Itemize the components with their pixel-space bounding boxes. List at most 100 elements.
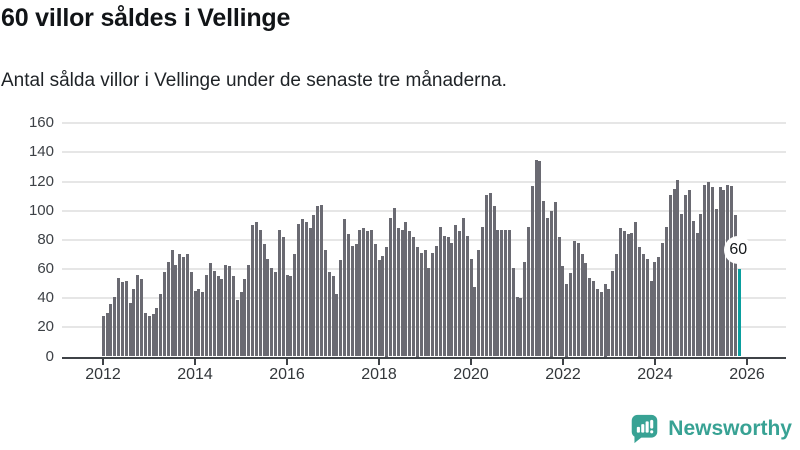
bar xyxy=(205,274,209,357)
bar xyxy=(511,267,515,357)
bar xyxy=(381,255,385,357)
bar xyxy=(668,194,672,357)
bar xyxy=(228,266,232,357)
x-axis-tick-label: 2024 xyxy=(637,366,673,383)
bar xyxy=(105,312,109,357)
bar xyxy=(369,229,373,357)
bar xyxy=(580,254,584,357)
y-gridline xyxy=(62,180,786,183)
bar xyxy=(312,215,316,357)
bar xyxy=(189,271,193,357)
bar xyxy=(672,188,676,357)
bar xyxy=(159,293,163,357)
bar xyxy=(618,228,622,357)
bar xyxy=(500,229,504,357)
y-axis-tick-label: 160 xyxy=(28,114,54,132)
bar xyxy=(492,206,496,357)
bar xyxy=(212,270,216,357)
bar xyxy=(465,235,469,357)
bar xyxy=(308,228,312,357)
bar xyxy=(549,210,553,357)
y-gridline xyxy=(62,151,786,154)
bar xyxy=(473,286,477,357)
bar xyxy=(182,257,186,357)
bar xyxy=(431,253,435,357)
bar xyxy=(285,274,289,357)
bar xyxy=(423,250,427,357)
bar xyxy=(703,184,707,357)
x-axis-tick xyxy=(378,359,380,365)
bar xyxy=(147,315,151,357)
bar xyxy=(661,242,665,357)
x-axis-tick xyxy=(562,359,564,365)
bar xyxy=(117,277,121,357)
bar xyxy=(408,231,412,357)
bar xyxy=(572,241,576,357)
y-axis-tick-label: 60 xyxy=(37,260,54,278)
bar xyxy=(477,250,481,357)
bar xyxy=(450,242,454,357)
highlight-bar xyxy=(737,269,741,357)
bar xyxy=(331,276,335,357)
bar xyxy=(653,261,657,357)
bar xyxy=(496,229,500,357)
bar xyxy=(178,254,182,357)
bar xyxy=(343,219,347,357)
bar xyxy=(109,304,113,357)
bar xyxy=(641,254,645,357)
bar xyxy=(101,315,105,357)
bar xyxy=(561,266,565,357)
bar xyxy=(553,202,557,357)
x-axis-tick-label: 2012 xyxy=(85,366,121,383)
bar xyxy=(151,314,155,357)
bar xyxy=(350,245,354,357)
bar xyxy=(293,254,297,357)
bar xyxy=(120,282,124,357)
bar xyxy=(726,184,730,357)
last-value-badge: 60 xyxy=(724,236,753,264)
bar xyxy=(274,271,278,357)
bar xyxy=(576,242,580,357)
x-axis-tick-label: 2016 xyxy=(269,366,305,383)
bar xyxy=(366,231,370,357)
y-axis-tick-label: 20 xyxy=(37,318,54,336)
x-axis-tick-label: 2018 xyxy=(361,366,397,383)
bar xyxy=(526,226,530,357)
bar xyxy=(469,258,473,357)
bar xyxy=(289,276,293,357)
bar xyxy=(155,308,159,357)
bar xyxy=(346,234,350,357)
bar xyxy=(603,283,607,357)
bar xyxy=(166,261,170,357)
bar xyxy=(680,213,684,357)
chart-subtitle: Antal sålda villor i Vellinge under de s… xyxy=(1,70,507,91)
bar xyxy=(707,181,711,357)
y-axis-tick-label: 0 xyxy=(45,347,54,365)
bar xyxy=(607,289,611,357)
bar xyxy=(714,209,718,357)
x-axis-tick xyxy=(746,359,748,365)
bar xyxy=(247,264,251,357)
x-axis-tick-label: 2020 xyxy=(453,366,489,383)
brand-name: Newsworthy xyxy=(668,416,792,440)
bar xyxy=(676,180,680,357)
bar xyxy=(599,292,603,357)
bar xyxy=(239,292,243,357)
bar xyxy=(412,236,416,357)
bar xyxy=(730,185,734,357)
bar xyxy=(243,279,247,357)
bar xyxy=(611,270,615,357)
x-axis-tick-label: 2026 xyxy=(729,366,765,383)
bar xyxy=(300,219,304,357)
bar xyxy=(595,289,599,357)
bar xyxy=(638,247,642,357)
bar xyxy=(377,260,381,357)
bar xyxy=(373,244,377,357)
bar xyxy=(438,226,442,357)
x-axis-tick xyxy=(194,359,196,365)
bar xyxy=(458,231,462,357)
bar xyxy=(208,263,212,357)
bar-chart-plot-area: 0 20 40 60 80 100 120 140 160 2012 2014 2016 2018 202… xyxy=(28,114,786,383)
x-axis-tick-label: 2014 xyxy=(177,366,213,383)
bar xyxy=(396,228,400,357)
